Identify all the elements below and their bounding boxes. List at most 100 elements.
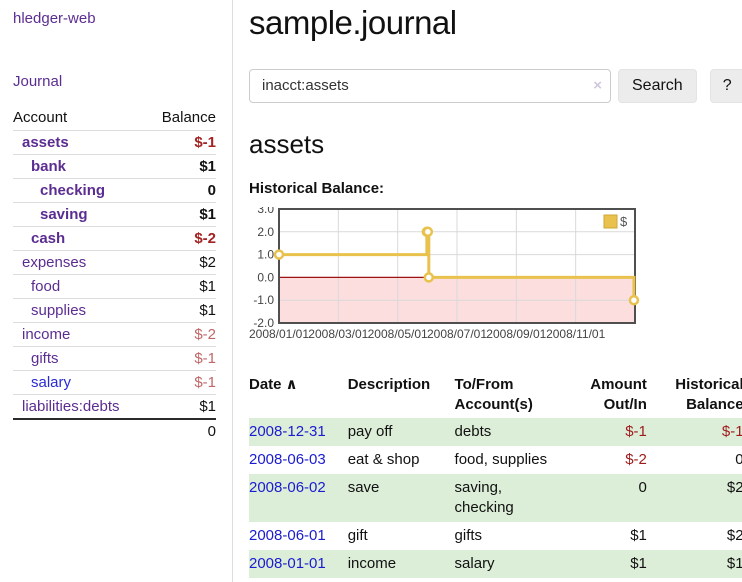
transaction-balance: $-1: [721, 422, 742, 440]
transaction-balance: 0: [735, 450, 742, 468]
account-name-cell: checking: [13, 178, 148, 203]
account-link-supplies[interactable]: supplies: [31, 302, 87, 319]
account-balance: $-1: [147, 346, 216, 371]
account-link-salary[interactable]: salary: [31, 374, 72, 391]
register-header-date[interactable]: Date ∧: [249, 372, 348, 418]
account-row: supplies $1: [13, 298, 216, 323]
chart-ytick-label: 2.0: [257, 225, 274, 239]
account-link-liabilities-debts[interactable]: liabilities:debts: [22, 398, 120, 415]
register-header-row: Date ∧ Description To/From Account(s) Amo…: [249, 372, 742, 418]
historical-balance-chart[interactable]: $3.0 2.0 1.0 0.0 -1.0 -2.0 2008/01/01 2008/03/0…: [249, 202, 742, 348]
register-table: Date ∧ Description To/From Account(s) Amo…: [249, 372, 742, 578]
account-name-cell: food: [13, 274, 148, 299]
clear-search-icon[interactable]: ×: [593, 76, 602, 94]
transaction-date-link[interactable]: 2008-12-31: [249, 422, 326, 440]
account-link-assets[interactable]: assets: [22, 134, 69, 151]
journal-nav-link[interactable]: Journal: [13, 73, 63, 90]
account-row: liabilities:debts $1: [13, 394, 216, 420]
transaction-date-link[interactable]: 2008-06-01: [249, 526, 326, 544]
chart-data-marker: [628, 294, 640, 306]
sidebar: hledger-web Journal Account Balance asse…: [0, 0, 233, 582]
accounts-header-balance: Balance: [147, 106, 216, 131]
account-row: food $1: [13, 274, 216, 299]
transaction-row[interactable]: 2008-06-02 save saving, checking 0 $2: [249, 473, 742, 522]
account-link-cash[interactable]: cash: [31, 230, 66, 247]
account-name-cell: income: [13, 322, 148, 347]
transaction-description: pay off: [347, 422, 393, 440]
account-row: checking 0: [13, 178, 216, 203]
search-button[interactable]: Search: [618, 68, 697, 103]
register-header-amount: Amount Out/In: [590, 375, 647, 413]
account-link-expenses[interactable]: expenses: [22, 254, 87, 271]
transaction-row[interactable]: 2008-06-01 gift gifts $1 $2: [249, 522, 742, 550]
account-row: expenses $2: [13, 250, 216, 275]
transaction-amount: $1: [630, 526, 647, 544]
transaction-balance: $1: [726, 554, 742, 572]
account-balance: $-1: [147, 370, 216, 395]
chart-xtick-label: 2008/09/01: [486, 327, 546, 341]
chart-ytick-label: 0.0: [257, 270, 274, 284]
chart-data-marker: [423, 272, 435, 283]
transaction-date-link[interactable]: 2008-06-03: [249, 450, 326, 468]
transaction-amount: $1: [630, 554, 647, 572]
chart-xtick-label: 2008/05/01: [368, 327, 428, 341]
chart-heading: Historical Balance:: [249, 179, 385, 197]
account-name-cell: liabilities:debts: [13, 394, 148, 420]
register-header-accounts: To/From Account(s): [454, 375, 533, 413]
account-link-food[interactable]: food: [31, 278, 61, 295]
account-row: assets $-1: [13, 130, 216, 155]
account-balance: $1: [147, 394, 216, 420]
account-link-gifts[interactable]: gifts: [31, 350, 59, 367]
chart-ytick-label: -2.0: [253, 316, 274, 330]
page-title: sample.journal: [249, 4, 457, 41]
accounts-header-account: Account: [13, 106, 148, 131]
search-input[interactable]: [249, 68, 611, 103]
transaction-date-cell: 2008-06-03: [249, 446, 348, 474]
account-name-cell: bank: [13, 154, 148, 179]
app-title-link[interactable]: hledger-web: [13, 10, 96, 27]
transaction-date-cell: 2008-12-31: [249, 418, 348, 446]
transaction-date-link[interactable]: 2008-01-01: [249, 554, 326, 572]
account-link-checking[interactable]: checking: [40, 182, 106, 199]
account-name-cell: cash: [13, 226, 148, 251]
account-balance: $-2: [147, 322, 216, 347]
accounts-total-spacer: [13, 418, 148, 443]
transaction-row[interactable]: 2008-12-31 pay off debts $-1 $-1: [249, 417, 742, 446]
main-content: sample.journal × Search ? assets Histori…: [233, 0, 742, 582]
account-row: saving $1: [13, 202, 216, 227]
account-link-income[interactable]: income: [22, 326, 71, 343]
account-name-cell: saving: [13, 202, 148, 227]
account-name-cell: assets: [13, 130, 148, 155]
transaction-amount: $-2: [625, 450, 647, 468]
chart-border: [278, 207, 636, 324]
search-box: ×: [249, 68, 611, 103]
transaction-amount: 0: [638, 478, 647, 496]
account-row: gifts $-1: [13, 346, 216, 371]
account-row: salary $-1: [13, 370, 216, 395]
help-button[interactable]: ?: [709, 68, 742, 103]
transaction-description: eat & shop: [347, 450, 420, 468]
transaction-row[interactable]: 2008-06-03 eat & shop food, supplies $-2 0: [249, 446, 742, 474]
account-balance: $-1: [147, 130, 216, 155]
transaction-accounts: food, supplies: [454, 450, 548, 468]
account-link-saving[interactable]: saving: [40, 206, 88, 223]
transaction-row[interactable]: 2008-01-01 income salary $1 $1: [249, 549, 742, 578]
account-balance: 0: [147, 178, 216, 203]
transaction-description: save: [347, 478, 380, 496]
accounts-header-row: Account Balance: [13, 106, 216, 131]
account-name-cell: expenses: [13, 250, 148, 275]
chart-xtick-label: 2008/07/01: [427, 327, 487, 341]
chart-legend-label: $: [620, 214, 628, 229]
account-link-bank[interactable]: bank: [31, 158, 67, 175]
transaction-description: gift: [347, 526, 368, 544]
transaction-accounts: saving, checking: [454, 478, 514, 516]
account-heading: assets: [249, 128, 325, 159]
chart-ytick-label: -1.0: [253, 293, 274, 307]
chart-xtick-label: 2008/11/01: [546, 327, 605, 341]
account-name-cell: salary: [13, 370, 148, 395]
register-header-date-label: Date: [249, 375, 282, 393]
transaction-date-link[interactable]: 2008-06-02: [249, 478, 326, 496]
transaction-accounts: salary: [454, 554, 495, 572]
